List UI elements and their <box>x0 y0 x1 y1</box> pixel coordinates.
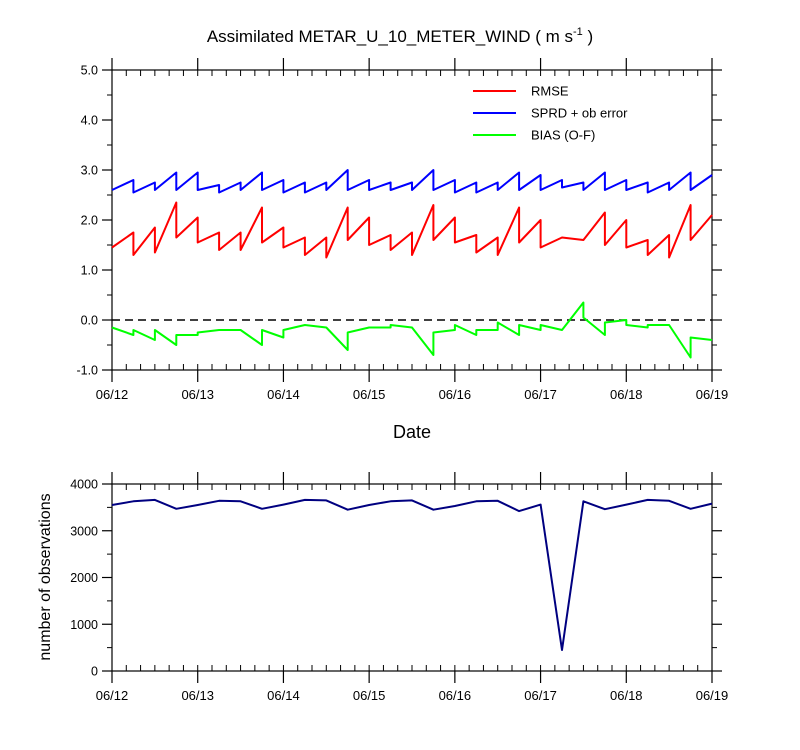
bottom-panel: 06/12 06/13 06/14 06/15 06/16 06/17 06/18 06/19… <box>70 472 728 703</box>
chart-title: Assimilated METAR_U_10_METER_WIND ( m s-… <box>207 26 593 46</box>
x-tick-label: 06/15 <box>353 387 386 402</box>
legend-label: BIAS (O-F) <box>531 128 595 143</box>
x-tick-label: 06/16 <box>439 387 472 402</box>
y-tick-label: 0 <box>91 665 98 679</box>
series-line-observations <box>111 498 713 651</box>
y-tick-label: 2000 <box>70 571 98 585</box>
y-tick-label: 3.0 <box>81 164 98 178</box>
x-tick-label: 06/12 <box>96 387 129 402</box>
x-tick-label: 06/16 <box>439 688 472 703</box>
x-tick-label: 06/13 <box>181 688 214 703</box>
series-line-bias-o-f <box>111 301 713 359</box>
x-tick-label: 06/19 <box>696 688 729 703</box>
y-tick-label: 1000 <box>70 618 98 632</box>
x-axis-label: Date <box>393 422 431 442</box>
plot-frame <box>111 483 713 672</box>
y-tick-label: 4000 <box>70 478 98 492</box>
y-axis-label-observations: number of observations <box>37 493 54 660</box>
top-panel: 06/12 06/13 06/14 06/15 06/16 06/17 06/18 06/19… <box>76 58 728 402</box>
y-tick-label: 4.0 <box>81 114 98 128</box>
legend-label: RMSE <box>531 84 569 99</box>
y-tick-label: -1.0 <box>76 364 98 378</box>
x-tick-label: 06/19 <box>696 387 729 402</box>
x-tick-label: 06/14 <box>267 688 300 703</box>
x-tick-label: 06/12 <box>96 688 129 703</box>
x-tick-label: 06/14 <box>267 387 300 402</box>
y-tick-label: 2.0 <box>81 214 98 228</box>
y-tick-label: 5.0 <box>81 64 98 78</box>
x-tick-label: 06/15 <box>353 688 386 703</box>
legend-label: SPRD + ob error <box>531 106 628 121</box>
x-tick-label: 06/13 <box>181 387 214 402</box>
x-tick-label: 06/17 <box>524 387 557 402</box>
y-tick-label: 0.0 <box>81 314 98 328</box>
x-tick-label: 06/17 <box>524 688 557 703</box>
series-line-sprd-ob-error <box>111 169 713 194</box>
series-line-rmse <box>111 201 713 259</box>
x-tick-label: 06/18 <box>610 387 643 402</box>
y-tick-label: 1.0 <box>81 264 98 278</box>
x-tick-label: 06/18 <box>610 688 643 703</box>
y-tick-label: 3000 <box>70 524 98 538</box>
